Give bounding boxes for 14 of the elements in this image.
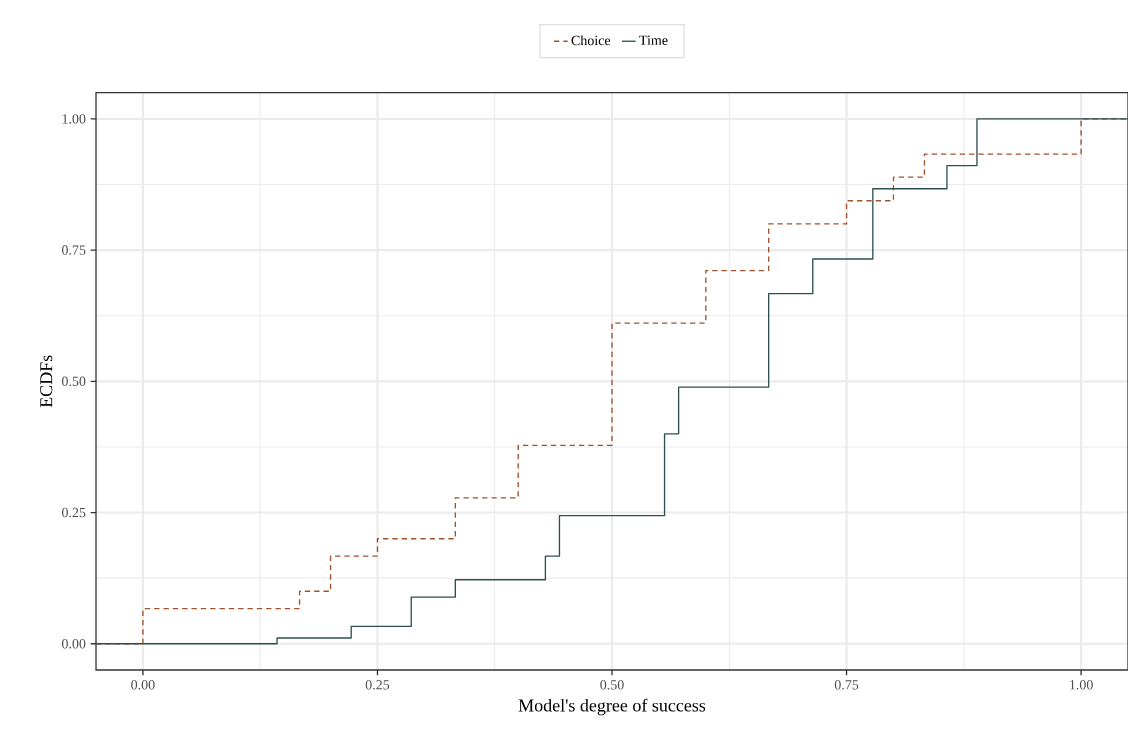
legend-label: Time xyxy=(639,35,668,46)
x-axis-title: Model's degree of success xyxy=(518,698,706,716)
x-tick-label: 0.75 xyxy=(834,680,859,690)
y-tick-label: 1.00 xyxy=(62,114,86,124)
x-tick-label: 0.25 xyxy=(365,680,390,690)
y-axis-title: ECDFs xyxy=(40,355,53,408)
y-tick-label: 0.25 xyxy=(61,507,86,518)
x-tick-label: 0.50 xyxy=(600,680,624,690)
y-tick-label: 0.00 xyxy=(61,639,86,649)
y-tick-label: 0.75 xyxy=(61,245,86,255)
legend-label: Choice xyxy=(571,35,611,46)
x-tick-label: 0.00 xyxy=(131,680,155,690)
y-tick-label: 0.50 xyxy=(61,376,86,387)
x-tick-label: 1.00 xyxy=(1070,680,1093,690)
